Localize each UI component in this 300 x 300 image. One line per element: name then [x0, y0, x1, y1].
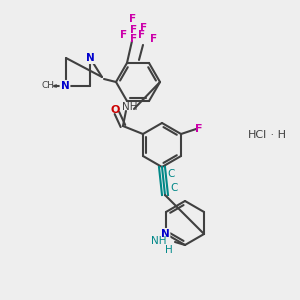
Text: · H: · H — [267, 130, 286, 140]
Text: N: N — [160, 229, 169, 239]
Text: CH₃: CH₃ — [42, 82, 58, 91]
Text: H: H — [165, 245, 173, 255]
Text: F: F — [120, 30, 128, 40]
Text: O: O — [110, 105, 120, 115]
Text: F: F — [130, 25, 138, 35]
Text: F: F — [140, 23, 148, 33]
Text: HCl: HCl — [248, 130, 267, 140]
Text: F: F — [150, 34, 158, 44]
Text: F: F — [129, 14, 137, 24]
Text: NH: NH — [151, 236, 166, 246]
Text: F: F — [138, 30, 146, 40]
Text: N: N — [61, 81, 69, 91]
Text: F: F — [195, 124, 203, 134]
Text: N: N — [85, 53, 94, 63]
Text: C: C — [167, 169, 175, 179]
Text: F: F — [130, 34, 138, 44]
Text: C: C — [170, 183, 178, 193]
Text: NH: NH — [122, 102, 138, 112]
